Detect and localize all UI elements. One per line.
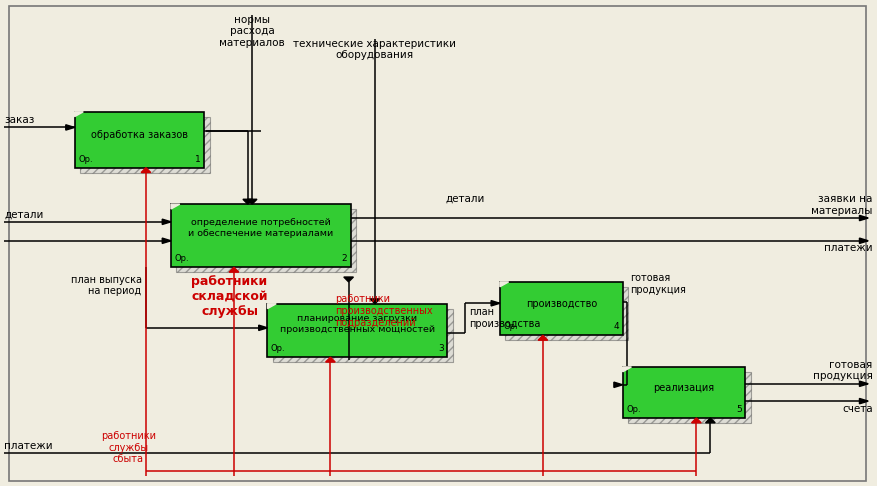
Polygon shape xyxy=(162,219,171,225)
Polygon shape xyxy=(75,112,83,117)
Bar xyxy=(171,204,351,267)
Text: детали: детали xyxy=(446,193,484,204)
Text: Ор.: Ор. xyxy=(271,344,286,353)
Bar xyxy=(80,117,210,173)
Bar xyxy=(273,309,453,362)
Text: 5: 5 xyxy=(736,405,742,414)
Text: технические характеристики
оборудования: технические характеристики оборудования xyxy=(294,39,456,60)
Polygon shape xyxy=(171,204,180,209)
Text: работники
службы
сбыта: работники службы сбыта xyxy=(101,431,156,464)
Polygon shape xyxy=(267,304,276,309)
Text: план выпуска
на период: план выпуска на период xyxy=(70,275,141,296)
Polygon shape xyxy=(859,215,868,221)
Polygon shape xyxy=(141,168,151,173)
Bar xyxy=(75,112,204,168)
Bar xyxy=(267,304,447,357)
Text: план
производства: план производства xyxy=(469,308,540,329)
Text: заявки на
материалы: заявки на материалы xyxy=(811,194,873,216)
Text: готовая
продукция: готовая продукция xyxy=(630,273,686,295)
Text: Ор.: Ор. xyxy=(626,405,641,414)
Bar xyxy=(505,287,628,340)
Polygon shape xyxy=(325,357,335,362)
Bar xyxy=(176,209,356,272)
Text: нормы
расхода
материалов: нормы расхода материалов xyxy=(219,15,285,48)
Polygon shape xyxy=(706,418,716,423)
Polygon shape xyxy=(229,267,239,272)
Text: 1: 1 xyxy=(195,155,201,164)
Polygon shape xyxy=(859,238,868,243)
Polygon shape xyxy=(66,125,75,130)
Text: определение потребностей
и обеспечение материалами: определение потребностей и обеспечение м… xyxy=(189,218,333,238)
Polygon shape xyxy=(344,277,353,282)
Text: Ор.: Ор. xyxy=(78,155,93,164)
Text: готовая
продукция: готовая продукция xyxy=(813,360,873,382)
Text: заказ: заказ xyxy=(4,115,35,125)
Text: счета: счета xyxy=(842,403,873,414)
Text: обработка заказов: обработка заказов xyxy=(91,130,188,140)
Polygon shape xyxy=(614,382,623,387)
Text: детали: детали xyxy=(4,209,44,219)
Text: Ор.: Ор. xyxy=(175,254,189,263)
Bar xyxy=(623,367,745,418)
Polygon shape xyxy=(162,238,171,243)
Bar xyxy=(500,282,623,335)
Text: производство: производство xyxy=(525,299,597,309)
Polygon shape xyxy=(247,199,257,204)
Text: 4: 4 xyxy=(614,322,619,331)
Text: платежи: платежи xyxy=(4,441,53,451)
Polygon shape xyxy=(370,299,380,304)
Polygon shape xyxy=(243,199,253,204)
Polygon shape xyxy=(491,300,500,306)
Text: реализация: реализация xyxy=(653,383,715,393)
Polygon shape xyxy=(538,335,547,340)
Text: Ор.: Ор. xyxy=(503,322,518,331)
Text: планирование загрузки
производственных мощностей: планирование загрузки производственных м… xyxy=(280,314,435,334)
Text: работники
складской
службы: работники складской службы xyxy=(191,275,267,318)
Text: 2: 2 xyxy=(342,254,347,263)
Polygon shape xyxy=(259,325,267,330)
Text: работники
производственных
подразделений: работники производственных подразделений xyxy=(335,295,432,328)
Polygon shape xyxy=(859,381,868,386)
Text: платежи: платежи xyxy=(824,243,873,253)
Text: 3: 3 xyxy=(438,344,444,353)
Polygon shape xyxy=(859,399,868,404)
Polygon shape xyxy=(623,367,631,372)
Bar xyxy=(628,372,751,423)
Polygon shape xyxy=(500,282,509,287)
Polygon shape xyxy=(691,418,702,423)
